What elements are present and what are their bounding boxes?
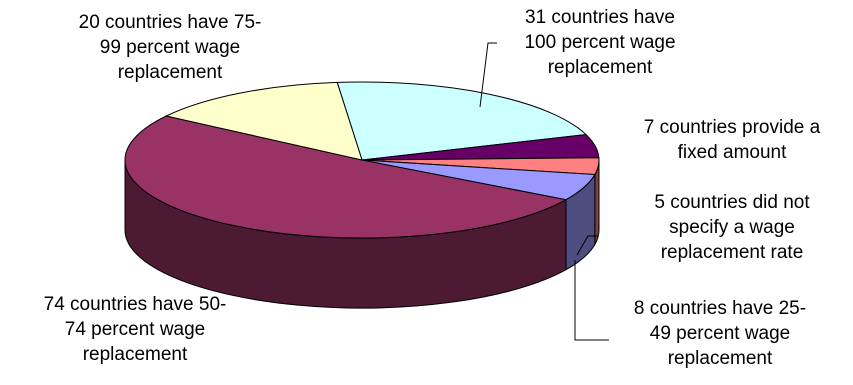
leader-unspecified xyxy=(576,235,598,256)
leader-100 xyxy=(479,42,497,108)
leader-25-49 xyxy=(574,260,609,341)
slice-100-percent xyxy=(336,81,588,161)
slice-label-50-74: 74 countries have 50- 74 percent wage re… xyxy=(43,294,227,365)
slice-label-unspecified: 5 countries did not specify a wage repla… xyxy=(654,192,810,263)
slice-50-74-percent xyxy=(124,115,568,239)
slice-label-100: 31 countries have 100 percent wage repla… xyxy=(524,7,676,78)
slice-label-75-99: 20 countries have 75- 99 percent wage re… xyxy=(78,12,262,83)
slice-75-99-percent xyxy=(164,81,363,161)
slice-label-25-49: 8 countries have 25- 49 percent wage rep… xyxy=(633,298,807,369)
slice-label-fixed-amount: 7 countries provide a fixed amount xyxy=(643,117,821,163)
